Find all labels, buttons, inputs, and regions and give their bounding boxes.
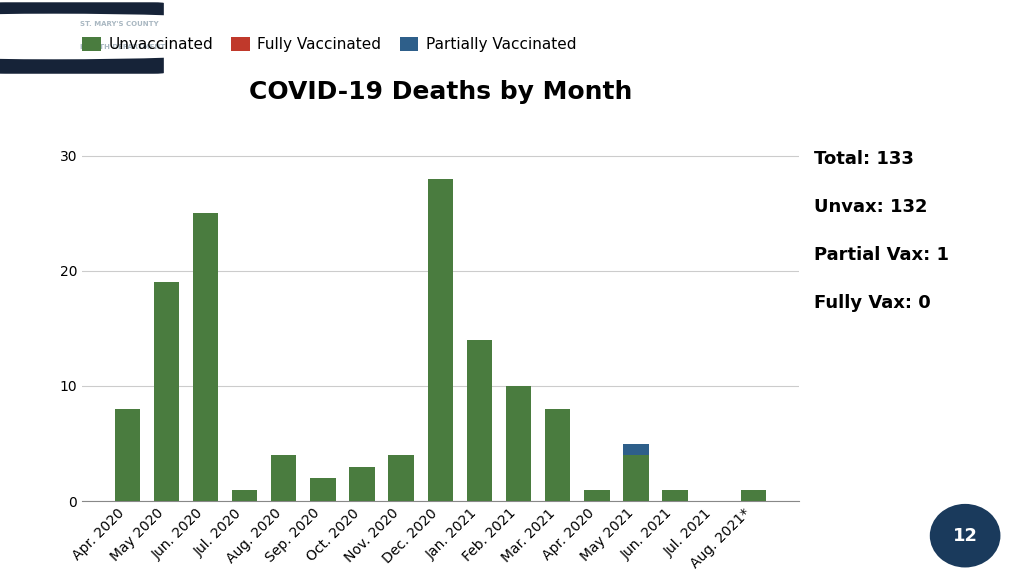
Bar [467,340,493,501]
Bar [584,490,609,501]
Bar [310,478,336,501]
Bar [624,455,649,501]
Text: ST. MARY'S COUNTY: ST. MARY'S COUNTY [80,21,159,27]
Bar [193,213,218,501]
Bar [231,490,257,501]
Bar [663,490,688,501]
Bar [545,409,570,501]
Text: Partial Vax: 1: Partial Vax: 1 [814,245,949,264]
Text: HEALTH DEPARTMENT: HEALTH DEPARTMENT [80,44,165,50]
Bar [428,179,453,501]
Bar [740,490,766,501]
Text: Fully Vax: 0: Fully Vax: 0 [814,294,931,312]
FancyBboxPatch shape [0,2,164,74]
Bar [271,455,297,501]
Text: Unvax: 132: Unvax: 132 [814,198,928,215]
Bar [506,386,531,501]
Text: Total: 133: Total: 133 [814,150,914,168]
Circle shape [0,14,361,59]
Text: COVID-19 Deaths by Month: COVID-19 Deaths by Month [249,79,632,104]
Legend: Unvaccinated, Fully Vaccinated, Partially Vaccinated: Unvaccinated, Fully Vaccinated, Partiall… [82,37,577,52]
Bar [115,409,140,501]
Circle shape [930,504,1000,567]
Text: SMC Deaths by Vaccination Status: SMC Deaths by Vaccination Status [169,21,869,55]
Text: 12: 12 [952,526,978,545]
Bar [154,282,179,501]
Bar [624,444,649,455]
Bar [388,455,414,501]
Bar [349,467,375,501]
